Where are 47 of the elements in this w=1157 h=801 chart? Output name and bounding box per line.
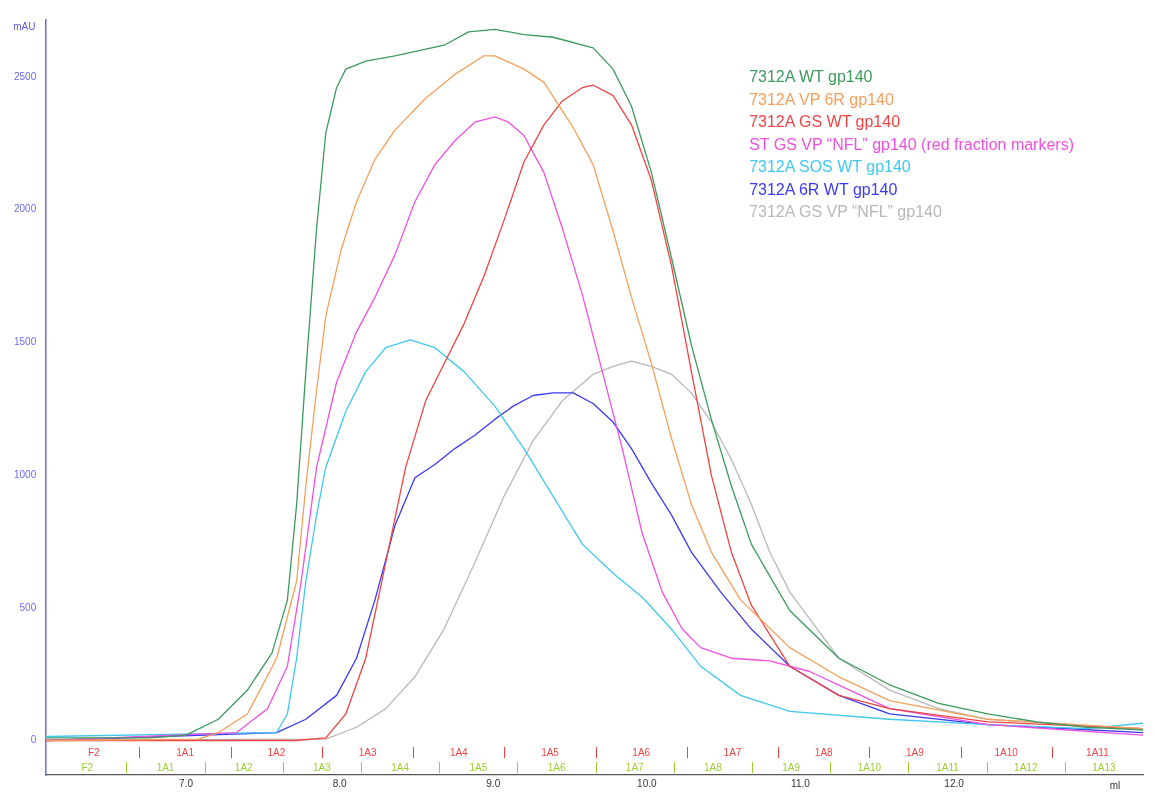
x-axis-title: ml — [1109, 779, 1121, 791]
annotation: 1A8 — [814, 746, 833, 758]
x-tick-label: 11.0 — [791, 777, 811, 789]
text: 7312A SOS WT gp140 — [749, 157, 912, 177]
annotation: 1A9 — [906, 746, 924, 758]
annotation: 1A11 — [1086, 746, 1109, 758]
annotation: 1A6 — [547, 761, 566, 773]
y-tick-label: 2000 — [14, 203, 37, 215]
text: 7312A VP 6R gp140 — [749, 89, 895, 110]
y-tick-label: 1500 — [14, 336, 37, 348]
annotation: 1A3 — [358, 746, 377, 758]
text: 7312A GS VP “NFL” gp140 — [749, 202, 943, 222]
annotation: 1A5 — [469, 761, 488, 773]
text: ST GS VP “NFL” gp140 (red fraction markers) — [749, 134, 1074, 155]
y-tick-label: 2500 — [14, 70, 37, 82]
x-tick-label: 7.0 — [179, 777, 194, 789]
x-tick-label: 10.0 — [637, 777, 658, 789]
annotation: 1A3 — [313, 761, 331, 773]
text: 7312A 6R WT gp140 — [749, 179, 899, 200]
annotation: 1A2 — [267, 746, 286, 758]
y-tick-label: 500 — [19, 601, 37, 613]
annotation: 1A4 — [449, 746, 468, 758]
annotation: 1A5 — [541, 746, 559, 758]
annotation: 1A12 — [1014, 761, 1038, 773]
annotation: 1A8 — [704, 761, 722, 773]
annotation: 1A7 — [723, 746, 742, 758]
annotation: 1A10 — [994, 746, 1018, 758]
annotation: 1A9 — [782, 761, 801, 773]
text: 7312A WT gp140 — [749, 67, 874, 87]
annotation: 1A1 — [156, 761, 175, 773]
annotation: F2 — [81, 761, 94, 773]
y-tick-label: 1000 — [14, 468, 37, 480]
annotation: 1A7 — [625, 761, 644, 773]
annotation: 1A10 — [857, 761, 882, 773]
y-tick-label: 0 — [30, 734, 37, 746]
annotation: 1A13 — [1092, 761, 1116, 773]
text: 7312A GS WT gp140 — [749, 112, 902, 132]
annotation: F2 — [88, 746, 100, 758]
annotation: 1A11 — [936, 761, 959, 773]
x-tick-label: 8.0 — [332, 777, 348, 789]
annotation: 1A4 — [391, 761, 410, 773]
y-axis-title: mAU — [13, 20, 36, 32]
x-tick-label: 9.0 — [486, 777, 501, 789]
annotation: 1A6 — [632, 746, 651, 758]
annotation: 1A2 — [234, 761, 253, 773]
annotation: 1A1 — [176, 746, 194, 758]
x-tick-label: 12.0 — [944, 777, 965, 789]
